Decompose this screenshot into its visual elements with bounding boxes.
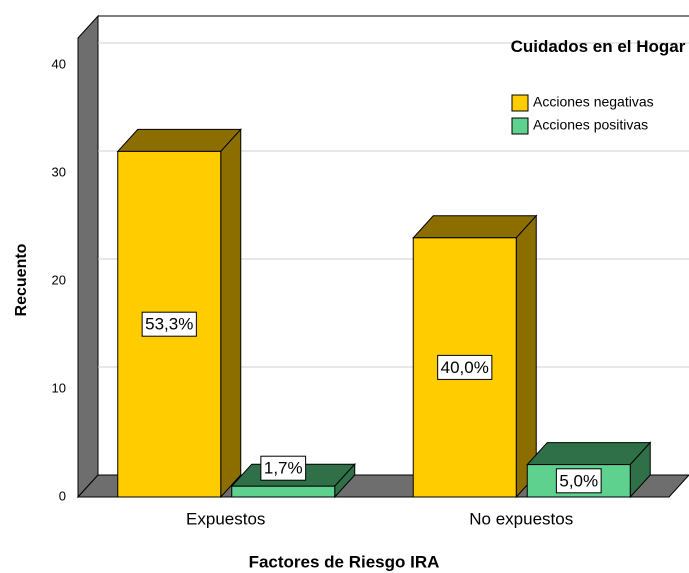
left-wall — [77, 14, 99, 499]
data-label-box — [260, 455, 307, 481]
bar-top — [412, 215, 538, 239]
legend-swatch — [511, 94, 529, 112]
y-tick-label: 20 — [52, 272, 66, 287]
data-label: 40,0% — [437, 354, 493, 380]
y-axis-title: Recuento — [13, 243, 30, 316]
x-tick-label: Expuestos — [186, 509, 265, 528]
bar-top — [526, 442, 652, 466]
y-tick-label: 40 — [52, 56, 66, 71]
data-label: 5,0% — [555, 468, 602, 494]
legend-swatch — [511, 117, 529, 135]
legend-label: Acciones positivas — [533, 117, 648, 133]
y-tick-label: 10 — [52, 380, 66, 395]
bar — [117, 150, 222, 498]
data-label-text: 5,0% — [559, 471, 598, 490]
legend-title: Cuidados en el Hogar — [510, 37, 686, 56]
data-label: 1,7% — [260, 455, 307, 481]
data-label: 53,3% — [141, 311, 197, 337]
x-axis-title: Factores de Riesgo IRA — [249, 552, 440, 571]
y-tick-label: 30 — [52, 164, 66, 179]
data-label-text: 1,7% — [264, 459, 303, 478]
data-label-box — [555, 468, 602, 494]
data-label-text: 40,0% — [441, 358, 489, 377]
bar-side — [220, 128, 242, 499]
x-tick-label: No expuestos — [469, 509, 573, 528]
data-label-text: 53,3% — [145, 315, 193, 334]
back-wall — [98, 16, 689, 475]
bar — [231, 485, 336, 498]
legend-label: Acciones negativas — [533, 94, 654, 110]
data-label-box — [437, 354, 493, 380]
data-label-box — [141, 311, 197, 337]
bar-side — [515, 214, 537, 499]
y-tick-label: 0 — [59, 488, 66, 503]
bar-top — [116, 128, 242, 152]
